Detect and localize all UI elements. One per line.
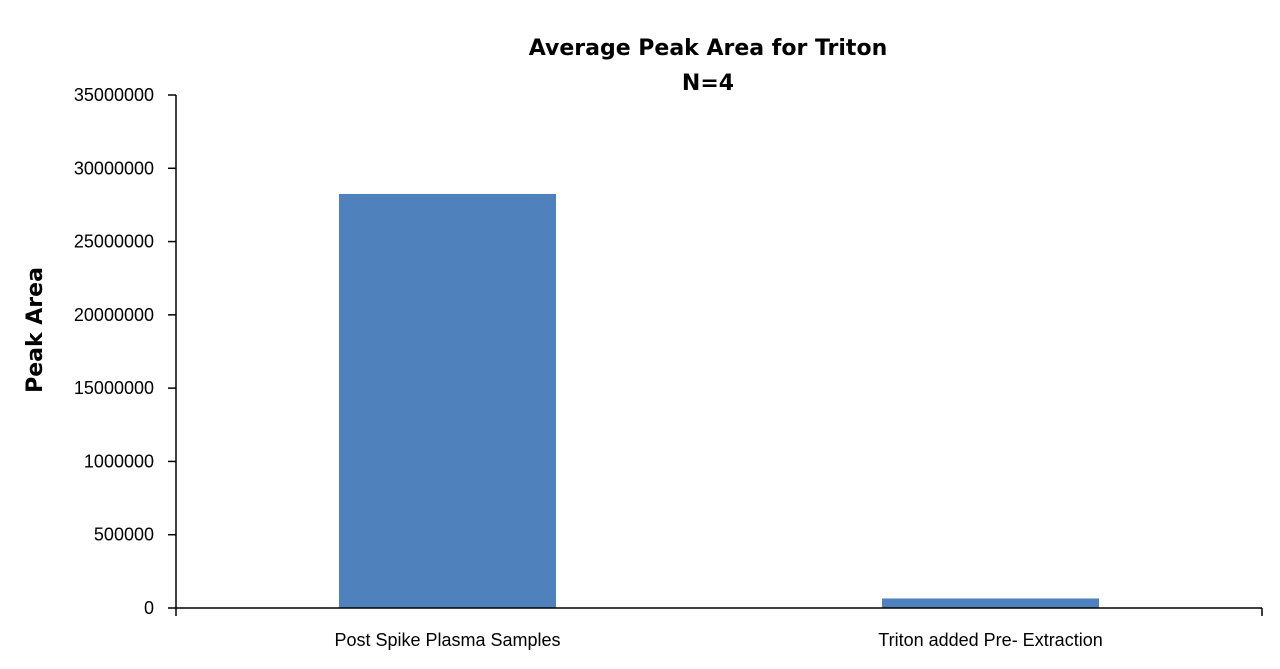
y-tick-label: 500000	[94, 525, 154, 545]
chart-subtitle: N=4	[682, 71, 734, 96]
y-axis-label: Peak Area	[23, 267, 48, 393]
y-tick-label: 35000000	[74, 85, 154, 105]
x-category-label: Post Spike Plasma Samples	[334, 630, 560, 650]
y-tick-label: 0	[144, 598, 154, 618]
bars	[339, 193, 1099, 608]
y-axis-ticks: 35000000 30000000 25000000 20000000 15000000…	[74, 85, 176, 618]
y-tick-label: 25000000	[74, 232, 154, 252]
y-tick-label: 20000000	[74, 305, 154, 325]
x-category-label: Triton added Pre- Extraction	[878, 630, 1102, 650]
y-tick-label: 30000000	[74, 158, 154, 178]
y-tick-label: 15000000	[74, 378, 154, 398]
y-tick-label: 1000000	[84, 451, 154, 471]
bar-1	[882, 598, 1099, 608]
x-axis-categories: Post Spike Plasma Samples Triton added Pr…	[334, 630, 1102, 650]
chart-title: Average Peak Area for Triton	[529, 36, 887, 61]
bar-0	[339, 193, 556, 608]
